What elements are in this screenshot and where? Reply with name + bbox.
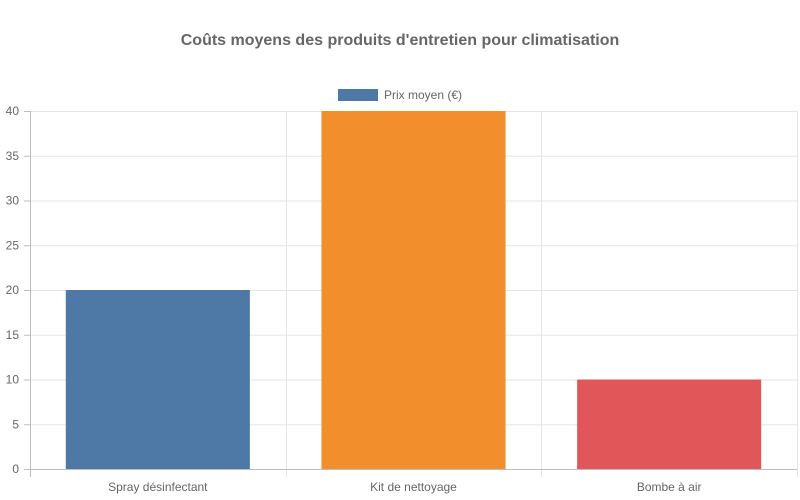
y-tick-label: 15 <box>6 328 20 342</box>
chart-title: Coûts moyens des produits d'entretien po… <box>181 32 620 49</box>
x-tick-label: Kit de nettoyage <box>370 480 457 494</box>
y-tick-label: 5 <box>12 417 19 431</box>
tick-labels: 0 5 10 15 20 25 30 35 40 Spray désinfectant Kit de… <box>6 104 702 494</box>
bar[interactable] <box>577 379 762 470</box>
x-tick-label: Bombe à air <box>637 480 702 494</box>
x-tick-label: Spray désinfectant <box>108 480 208 494</box>
y-tick-label: 20 <box>6 283 20 297</box>
y-tick-label: 30 <box>6 194 20 208</box>
y-tick-label: 40 <box>6 104 20 118</box>
legend-label: Prix moyen (€) <box>384 88 462 102</box>
y-tick-label: 35 <box>6 149 20 163</box>
bars <box>65 111 762 470</box>
bar[interactable] <box>321 111 506 469</box>
y-tick-label: 10 <box>6 373 20 387</box>
y-tick-label: 0 <box>12 462 19 476</box>
legend-swatch <box>338 89 378 101</box>
y-tick-label: 25 <box>6 238 20 252</box>
legend[interactable]: Prix moyen (€) <box>338 88 462 102</box>
axes <box>24 111 797 477</box>
bar[interactable] <box>65 290 250 469</box>
